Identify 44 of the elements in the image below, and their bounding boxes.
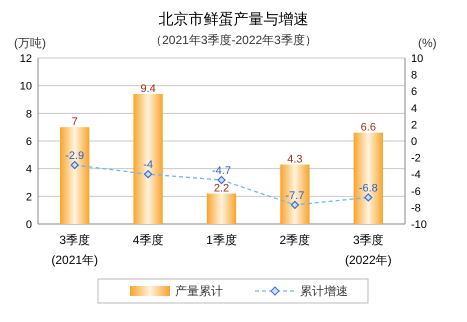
data-label: 9.4 bbox=[140, 82, 156, 95]
y2-tick-label: 8 bbox=[411, 70, 418, 82]
y-tick-label: 2 bbox=[26, 191, 32, 204]
y-tick-label: 12 bbox=[20, 53, 32, 65]
x-tick-label: 1季度 bbox=[206, 233, 237, 247]
x-tick-label: 4季度 bbox=[132, 233, 164, 247]
y-axis-title: (万吨) bbox=[14, 36, 46, 50]
bar bbox=[354, 132, 383, 224]
data-label: -4 bbox=[143, 159, 153, 172]
legend-label: 产量累计 bbox=[175, 284, 223, 298]
y-tick-label: 8 bbox=[26, 108, 32, 120]
data-label: -2.9 bbox=[65, 150, 84, 162]
data-label: 2.2 bbox=[214, 182, 230, 195]
y2-tick-label: -4 bbox=[411, 169, 421, 182]
data-label: 7 bbox=[72, 116, 78, 128]
x-tick-label: 2季度 bbox=[280, 233, 310, 247]
y2-tick-label: 0 bbox=[411, 136, 418, 148]
data-label: -4.7 bbox=[212, 165, 231, 178]
y2-tick-label: -8 bbox=[411, 202, 421, 214]
bar bbox=[206, 194, 236, 224]
y-tick-label: 10 bbox=[20, 80, 32, 93]
y-tick-label: 4 bbox=[26, 164, 32, 176]
y2-tick-label: 4 bbox=[411, 102, 418, 115]
x-tick-label: 3季度 (2022年) bbox=[344, 233, 392, 267]
data-label: -6.8 bbox=[358, 182, 378, 194]
data-label: 4.3 bbox=[287, 154, 303, 166]
y2-tick-label: -2 bbox=[411, 152, 421, 165]
y2-tick-label: -6 bbox=[411, 186, 421, 198]
chart-title: 北京市鲜蛋产量与增速 bbox=[158, 11, 308, 28]
data-label: -7.7 bbox=[285, 190, 304, 202]
y-tick-label: 6 bbox=[26, 136, 32, 148]
y2-axis-title: (%) bbox=[418, 36, 437, 50]
y2-tick-label: -10 bbox=[411, 219, 427, 231]
chart-subtitle: （2021年3季度-2022年3季度） bbox=[150, 33, 317, 47]
bar bbox=[280, 164, 310, 224]
y2-tick-label: 2 bbox=[411, 119, 418, 132]
bar bbox=[133, 94, 163, 224]
y-tick-label: 0 bbox=[26, 219, 32, 231]
legend-label: 累计增速 bbox=[300, 284, 348, 298]
y2-tick-label: 10 bbox=[411, 53, 424, 65]
y2-tick-label: 6 bbox=[411, 86, 418, 98]
data-label: 6.6 bbox=[360, 122, 376, 134]
x-tick-label: 3季度 (2021年) bbox=[51, 233, 98, 267]
bar bbox=[60, 127, 90, 224]
